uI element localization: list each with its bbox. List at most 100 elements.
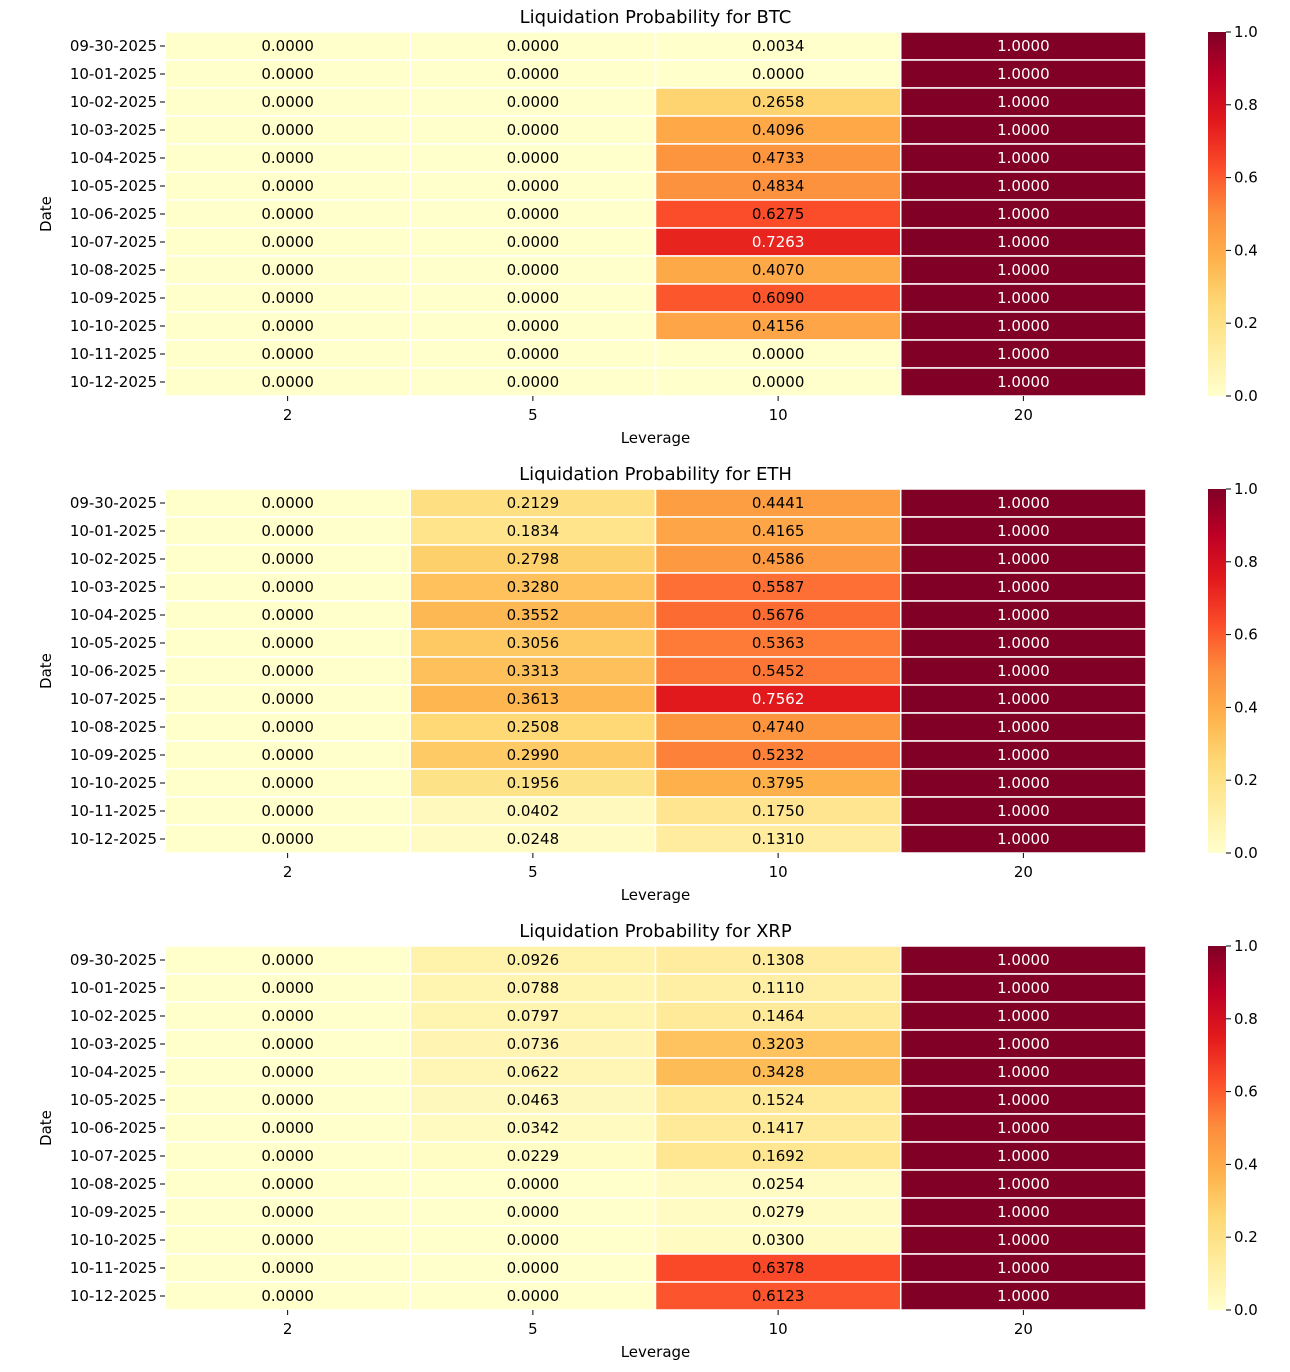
heatmap-cell bbox=[900, 87, 1147, 117]
heatmap-cell bbox=[900, 1057, 1147, 1087]
colorbar: 0.0 0.2 0.4 0.6 0.8 1.0 bbox=[1208, 480, 1258, 862]
cell-value-label: 1.0000 bbox=[997, 578, 1050, 596]
chart-title: Liquidation Probability for BTC bbox=[520, 7, 792, 28]
colorbar-tick-label: 0.0 bbox=[1234, 1301, 1258, 1319]
y-tick-label: 10-02-2025 bbox=[70, 550, 157, 568]
cell-value-label: 0.0000 bbox=[507, 121, 560, 139]
heatmap-cell bbox=[900, 516, 1147, 546]
cell-value-label: 0.6123 bbox=[752, 1287, 805, 1305]
colorbar-tick-label: 0.8 bbox=[1234, 553, 1258, 571]
cell-value-label: 0.0000 bbox=[261, 662, 314, 680]
heatmap-cell bbox=[409, 367, 657, 397]
cell-value-label: 0.0000 bbox=[507, 1231, 560, 1249]
cell-value-label: 1.0000 bbox=[997, 93, 1050, 111]
cell-value-label: 0.3280 bbox=[507, 578, 560, 596]
cell-value-label: 1.0000 bbox=[997, 121, 1050, 139]
cell-value-label: 1.0000 bbox=[997, 65, 1050, 83]
heatmap-cell bbox=[654, 1029, 902, 1059]
heatmap-cell bbox=[900, 115, 1147, 145]
y-tick-label: 10-09-2025 bbox=[70, 1203, 157, 1221]
heatmap-panel-2: Liquidation Probability for ETH 0.0000 0.2… bbox=[37, 464, 1258, 904]
cell-value-label: 0.0000 bbox=[261, 177, 314, 195]
y-tick-label: 10-11-2025 bbox=[70, 1259, 157, 1277]
heatmap-cell bbox=[409, 1253, 657, 1283]
cell-value-label: 0.0000 bbox=[261, 261, 314, 279]
heatmap-cell bbox=[409, 796, 657, 826]
cell-value-label: 0.0000 bbox=[507, 93, 560, 111]
cell-value-label: 0.0000 bbox=[261, 205, 314, 223]
cell-value-label: 0.0000 bbox=[261, 830, 314, 848]
colorbar-gradient bbox=[1208, 32, 1226, 396]
cell-value-label: 1.0000 bbox=[997, 494, 1050, 512]
cell-value-label: 1.0000 bbox=[997, 979, 1050, 997]
chart-title: Liquidation Probability for ETH bbox=[519, 464, 792, 485]
cell-value-label: 0.0000 bbox=[261, 1119, 314, 1137]
x-tick-label: 5 bbox=[528, 863, 538, 881]
cell-value-label: 1.0000 bbox=[997, 774, 1050, 792]
cell-value-label: 0.0000 bbox=[507, 1175, 560, 1193]
heatmap-cell bbox=[900, 488, 1147, 518]
cell-value-label: 0.0000 bbox=[261, 1203, 314, 1221]
heatmap-cell bbox=[654, 1057, 902, 1087]
cell-value-label: 0.4096 bbox=[752, 121, 805, 139]
cell-value-label: 1.0000 bbox=[997, 1175, 1050, 1193]
heatmap-cell bbox=[900, 255, 1147, 285]
colorbar-tick-label: 0.6 bbox=[1234, 626, 1258, 644]
cell-value-label: 1.0000 bbox=[997, 177, 1050, 195]
heatmap-cell bbox=[654, 488, 902, 518]
heatmap-cell bbox=[654, 768, 902, 798]
cell-value-label: 0.0463 bbox=[507, 1091, 560, 1109]
cell-value-label: 0.0000 bbox=[261, 233, 314, 251]
cell-value-label: 0.1110 bbox=[752, 979, 805, 997]
heatmap-cell bbox=[900, 544, 1147, 574]
cell-value-label: 0.0000 bbox=[507, 1287, 560, 1305]
cell-value-label: 1.0000 bbox=[997, 1231, 1050, 1249]
heatmap-panel-1: Liquidation Probability for BTC 0.0000 0.0… bbox=[37, 7, 1258, 447]
cell-value-label: 0.5587 bbox=[752, 578, 805, 596]
cell-value-label: 0.1308 bbox=[752, 951, 805, 969]
y-tick-label: 10-09-2025 bbox=[70, 289, 157, 307]
cell-value-label: 0.1834 bbox=[507, 522, 560, 540]
x-tick-label: 5 bbox=[528, 1320, 538, 1338]
cell-value-label: 0.4733 bbox=[752, 149, 805, 167]
heatmap-cell bbox=[164, 628, 411, 658]
heatmap-cell bbox=[409, 544, 657, 574]
y-axis-label: Date bbox=[37, 653, 55, 689]
heatmap-cell bbox=[409, 1281, 657, 1311]
cell-value-label: 1.0000 bbox=[997, 345, 1050, 363]
cell-value-label: 0.0279 bbox=[752, 1203, 805, 1221]
y-tick-label: 10-06-2025 bbox=[70, 1119, 157, 1137]
heatmap-cell bbox=[900, 572, 1147, 602]
cell-value-label: 0.0034 bbox=[752, 37, 805, 55]
colorbar-tick-label: 0.6 bbox=[1234, 169, 1258, 187]
cell-value-label: 1.0000 bbox=[997, 1147, 1050, 1165]
heatmap-cell bbox=[164, 1113, 411, 1143]
colorbar-tick-label: 0.4 bbox=[1234, 698, 1258, 716]
x-tick-label: 2 bbox=[283, 1320, 293, 1338]
cell-value-label: 0.1310 bbox=[752, 830, 805, 848]
x-tick-label: 20 bbox=[1014, 1320, 1033, 1338]
colorbar-gradient bbox=[1208, 489, 1226, 853]
x-tick-label: 5 bbox=[528, 406, 538, 424]
cell-value-label: 0.0000 bbox=[261, 718, 314, 736]
heatmap-cell bbox=[654, 1085, 902, 1115]
colorbar: 0.0 0.2 0.4 0.6 0.8 1.0 bbox=[1208, 937, 1258, 1319]
cell-value-label: 0.0000 bbox=[261, 690, 314, 708]
heatmap-cell bbox=[164, 656, 411, 686]
heatmap-cell bbox=[900, 171, 1147, 201]
cell-value-label: 0.3795 bbox=[752, 774, 805, 792]
cell-value-label: 0.4834 bbox=[752, 177, 805, 195]
heatmap-cell bbox=[654, 199, 902, 229]
y-tick-label: 10-11-2025 bbox=[70, 802, 157, 820]
colorbar-tick-label: 0.4 bbox=[1234, 1155, 1258, 1173]
cell-value-label: 1.0000 bbox=[997, 1287, 1050, 1305]
colorbar-tick-label: 1.0 bbox=[1234, 23, 1258, 41]
heatmap-cell bbox=[900, 367, 1147, 397]
y-tick-label: 10-04-2025 bbox=[70, 606, 157, 624]
heatmap-cell bbox=[164, 367, 411, 397]
cell-value-label: 0.0000 bbox=[507, 289, 560, 307]
cell-value-label: 0.0342 bbox=[507, 1119, 560, 1137]
heatmap-cell bbox=[900, 1029, 1147, 1059]
cell-value-label: 0.0000 bbox=[752, 65, 805, 83]
y-tick-label: 09-30-2025 bbox=[70, 37, 157, 55]
